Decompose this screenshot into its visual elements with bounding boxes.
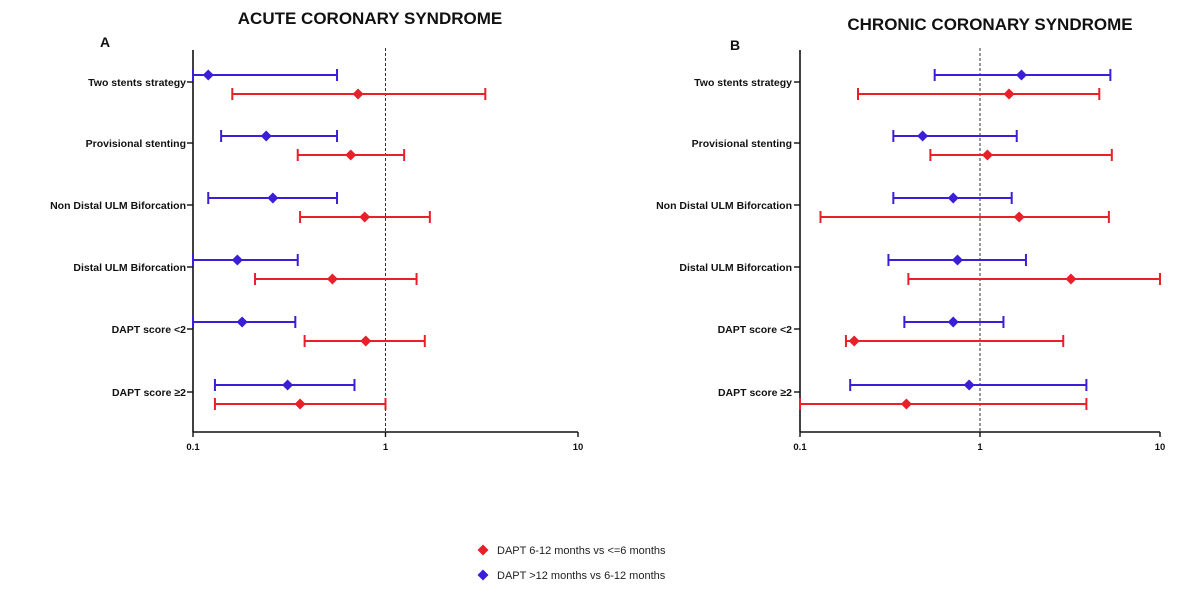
legend-marker — [477, 544, 489, 556]
point-estimate-marker — [900, 398, 912, 410]
point-estimate-marker — [202, 69, 214, 81]
category-label: Distal ULM Biforcation — [679, 262, 792, 274]
x-tick-label: 1 — [383, 442, 389, 453]
category-label: Non Distal ULM Biforcation — [656, 200, 792, 212]
point-estimate-marker — [326, 273, 338, 285]
point-estimate-marker — [1013, 211, 1025, 223]
series-0 — [799, 88, 1161, 410]
x-tick-label: 0.1 — [186, 442, 200, 453]
point-estimate-marker — [917, 130, 929, 142]
category-label: Two stents strategy — [88, 77, 186, 89]
category-label: DAPT score <2 — [718, 324, 793, 336]
point-estimate-marker — [359, 211, 371, 223]
x-tick-label: 0.1 — [793, 442, 807, 453]
point-estimate-marker — [1065, 273, 1077, 285]
legend-marker — [477, 569, 489, 581]
point-estimate-marker — [260, 130, 272, 142]
panel-title: CHRONIC CORONARY SYNDROME — [847, 15, 1132, 34]
panel-letter: A — [100, 34, 110, 50]
category-label: Non Distal ULM Biforcation — [50, 200, 186, 212]
x-tick-label: 1 — [977, 442, 983, 453]
panel-letter: B — [730, 37, 740, 53]
x-tick-label: 10 — [573, 442, 584, 453]
point-estimate-marker — [848, 335, 860, 347]
panel-b: CHRONIC CORONARY SYNDROME B 0.1 1 10 Two sten… — [656, 15, 1165, 453]
point-estimate-marker — [345, 149, 357, 161]
point-estimate-marker — [294, 398, 306, 410]
point-estimate-marker — [981, 149, 993, 161]
category-label: Provisional stenting — [692, 138, 792, 150]
point-estimate-marker — [963, 379, 975, 391]
point-estimate-marker — [236, 316, 248, 328]
point-estimate-marker — [282, 379, 294, 391]
point-estimate-marker — [952, 254, 964, 266]
legend-label: DAPT >12 months vs 6-12 months — [497, 570, 666, 582]
point-estimate-marker — [352, 88, 364, 100]
panel-title: ACUTE CORONARY SYNDROME — [238, 9, 502, 28]
x-tick-label: 10 — [1155, 442, 1166, 453]
point-estimate-marker — [947, 192, 959, 204]
series-1 — [192, 69, 356, 391]
series-1 — [849, 69, 1112, 391]
legend-label: DAPT 6-12 months vs <=6 months — [497, 545, 666, 557]
point-estimate-marker — [1015, 69, 1027, 81]
point-estimate-marker — [947, 316, 959, 328]
point-estimate-marker — [360, 335, 372, 347]
point-estimate-marker — [1003, 88, 1015, 100]
category-label: DAPT score <2 — [112, 324, 187, 336]
panel-a: ACUTE CORONARY SYNDROME A 0.1 1 10 Two stents… — [50, 9, 583, 453]
category-label: Distal ULM Biforcation — [73, 262, 186, 274]
category-label: Two stents strategy — [694, 77, 792, 89]
category-label: Provisional stenting — [86, 138, 186, 150]
category-label: DAPT score ≥2 — [718, 387, 792, 399]
category-label: DAPT score ≥2 — [112, 387, 186, 399]
series-0 — [213, 88, 487, 410]
point-estimate-marker — [267, 192, 279, 204]
legend: DAPT 6-12 months vs <=6 months DAPT >12 m… — [477, 544, 666, 582]
point-estimate-marker — [231, 254, 243, 266]
